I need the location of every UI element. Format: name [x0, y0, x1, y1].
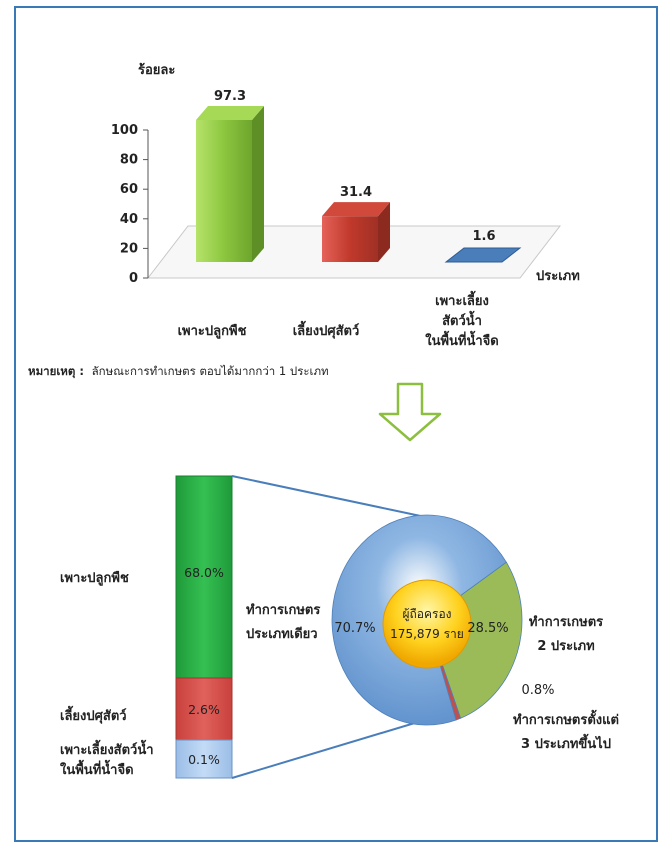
- stack-segment: [175, 677, 233, 741]
- category-label: เพาะปลูกพืช: [178, 323, 247, 339]
- pie-category-label-line: ทำการเกษตรตั้งแต่: [513, 709, 619, 728]
- category-label-line: เลี้ยงปศุสัตว์: [293, 320, 360, 339]
- note-title: หมายเหตุ :: [28, 364, 84, 379]
- pie-category-label-line: 2 ประเภท: [537, 639, 594, 654]
- pie-center-label-line: 175,879 ราย: [390, 627, 464, 641]
- bar-1: 97.3: [196, 89, 264, 262]
- y-tick-label: 80: [120, 153, 138, 168]
- pie-category-label: ทำการเกษตร 2 ประเภท: [529, 614, 603, 654]
- category-label-line: สัตว์น้ำ: [442, 310, 482, 329]
- pie-labels: ทำการเกษตรประเภทเดียวทำการเกษตร 2 ประเภทท…: [246, 602, 619, 752]
- pie-category-label-line: 3 ประเภทขึ้นไป: [521, 733, 611, 752]
- y-tick-label: 100: [111, 123, 138, 138]
- stack-category-label: เพาะเลี้ยงสัตว์น้ำในพื้นที่น้ำจืด: [60, 739, 154, 778]
- stack-value-label: 2.6%: [188, 702, 220, 717]
- stack-category-label: เพาะปลูกพืช: [60, 570, 129, 586]
- category-label: เพาะเลี้ยงสัตว์น้ำในพื้นที่น้ำจืด: [425, 290, 499, 349]
- pie-center-label: ผู้ถือครอง 175,879 ราย: [390, 607, 464, 641]
- pie-chart: ผู้ถือครอง 175,879 ราย 70.7% 28.5% 0.8%: [331, 514, 555, 726]
- y-tick-label: 40: [120, 212, 138, 227]
- bar-side: [252, 105, 264, 262]
- bar-front: [196, 119, 252, 262]
- stacked-bar: 68.0% 2.6% 0.1%: [175, 475, 233, 779]
- down-arrow-icon: [378, 382, 442, 442]
- y-axis-title: ร้อยละ: [138, 62, 175, 78]
- bar-top: [322, 202, 390, 217]
- category-label: เลี้ยงปศุสัตว์: [293, 320, 360, 339]
- bar-value-label: 31.4: [340, 185, 372, 200]
- pie-value-label: 70.7%: [334, 621, 375, 636]
- bar-top: [196, 105, 264, 120]
- pie-category-label-line: ประเภทเดียว: [246, 626, 318, 642]
- category-label-line: เพาะเลี้ยง: [435, 290, 489, 309]
- pie-slice: [426, 561, 523, 719]
- category-label-line: เพาะปลูกพืช: [178, 323, 247, 339]
- stack-value-label: 0.1%: [188, 752, 220, 767]
- note-text: ลักษณะการทำเกษตร ตอบได้มากกว่า 1 ประเภท: [92, 364, 329, 378]
- stack-category-label-line: เพาะปลูกพืช: [60, 570, 129, 586]
- stack-segment: [175, 475, 233, 679]
- pie-category-label-line: ทำการเกษตร: [529, 614, 603, 630]
- bars: 97.3 31.4 1.6: [196, 89, 522, 263]
- pie-value-label: 28.5%: [467, 621, 508, 636]
- pie-category-label: ทำการเกษตรตั้งแต่ 3 ประเภทขึ้นไป: [513, 709, 619, 752]
- stack-value-label: 68.0%: [184, 565, 224, 580]
- pie-category-label-line: ทำการเกษตร: [246, 602, 320, 618]
- figure-frame: [14, 6, 658, 842]
- bar-flat: [444, 247, 522, 263]
- pie-value-label: 0.8%: [521, 683, 554, 698]
- pie-center-badge: [382, 579, 472, 669]
- bar-2: 31.4: [322, 185, 390, 262]
- stack-category-label-line: เพาะเลี้ยงสัตว์น้ำ: [60, 739, 154, 758]
- bar-value-label: 97.3: [214, 89, 246, 104]
- y-ticks: 0 20 40 60 80 100: [111, 123, 148, 286]
- pie-category-label: ทำการเกษตรประเภทเดียว: [246, 602, 320, 642]
- connector-top: [231, 475, 431, 519]
- bar-front: [322, 216, 378, 262]
- y-tick-label: 60: [120, 182, 138, 197]
- stack-segment: [175, 739, 233, 779]
- stack-category-label-line: ในพื้นที่น้ำจืด: [60, 759, 134, 778]
- y-tick-label: 20: [120, 241, 138, 256]
- note: หมายเหตุ : ลักษณะการทำเกษตร ตอบได้มากกว่…: [28, 364, 329, 379]
- stacked-bar-labels: เพาะปลูกพืชเลี้ยงปศุสัตว์เพาะเลี้ยงสัตว์…: [60, 570, 154, 778]
- category-label-line: ในพื้นที่น้ำจืด: [425, 330, 499, 349]
- connector-bottom: [231, 715, 439, 779]
- bar-3: 1.6: [444, 229, 522, 263]
- bar-value-label: 1.6: [472, 229, 495, 244]
- y-tick-label: 0: [129, 271, 138, 286]
- pie-center-label-line: ผู้ถือครอง: [402, 607, 451, 622]
- bar-chart: ร้อยละ 0 20 40 60 80 100 97.3 31.4 1.6 ประเภท เ…: [111, 62, 580, 349]
- stack-category-label: เลี้ยงปศุสัตว์: [60, 705, 127, 724]
- bar-side: [378, 202, 390, 262]
- category-labels: เพาะปลูกพืช เลี้ยงปศุสัตว์ เพาะเลี้ยงสัตว์…: [178, 290, 499, 349]
- stack-category-label-line: เลี้ยงปศุสัตว์: [60, 705, 127, 724]
- x-axis-title: ประเภท: [536, 269, 580, 284]
